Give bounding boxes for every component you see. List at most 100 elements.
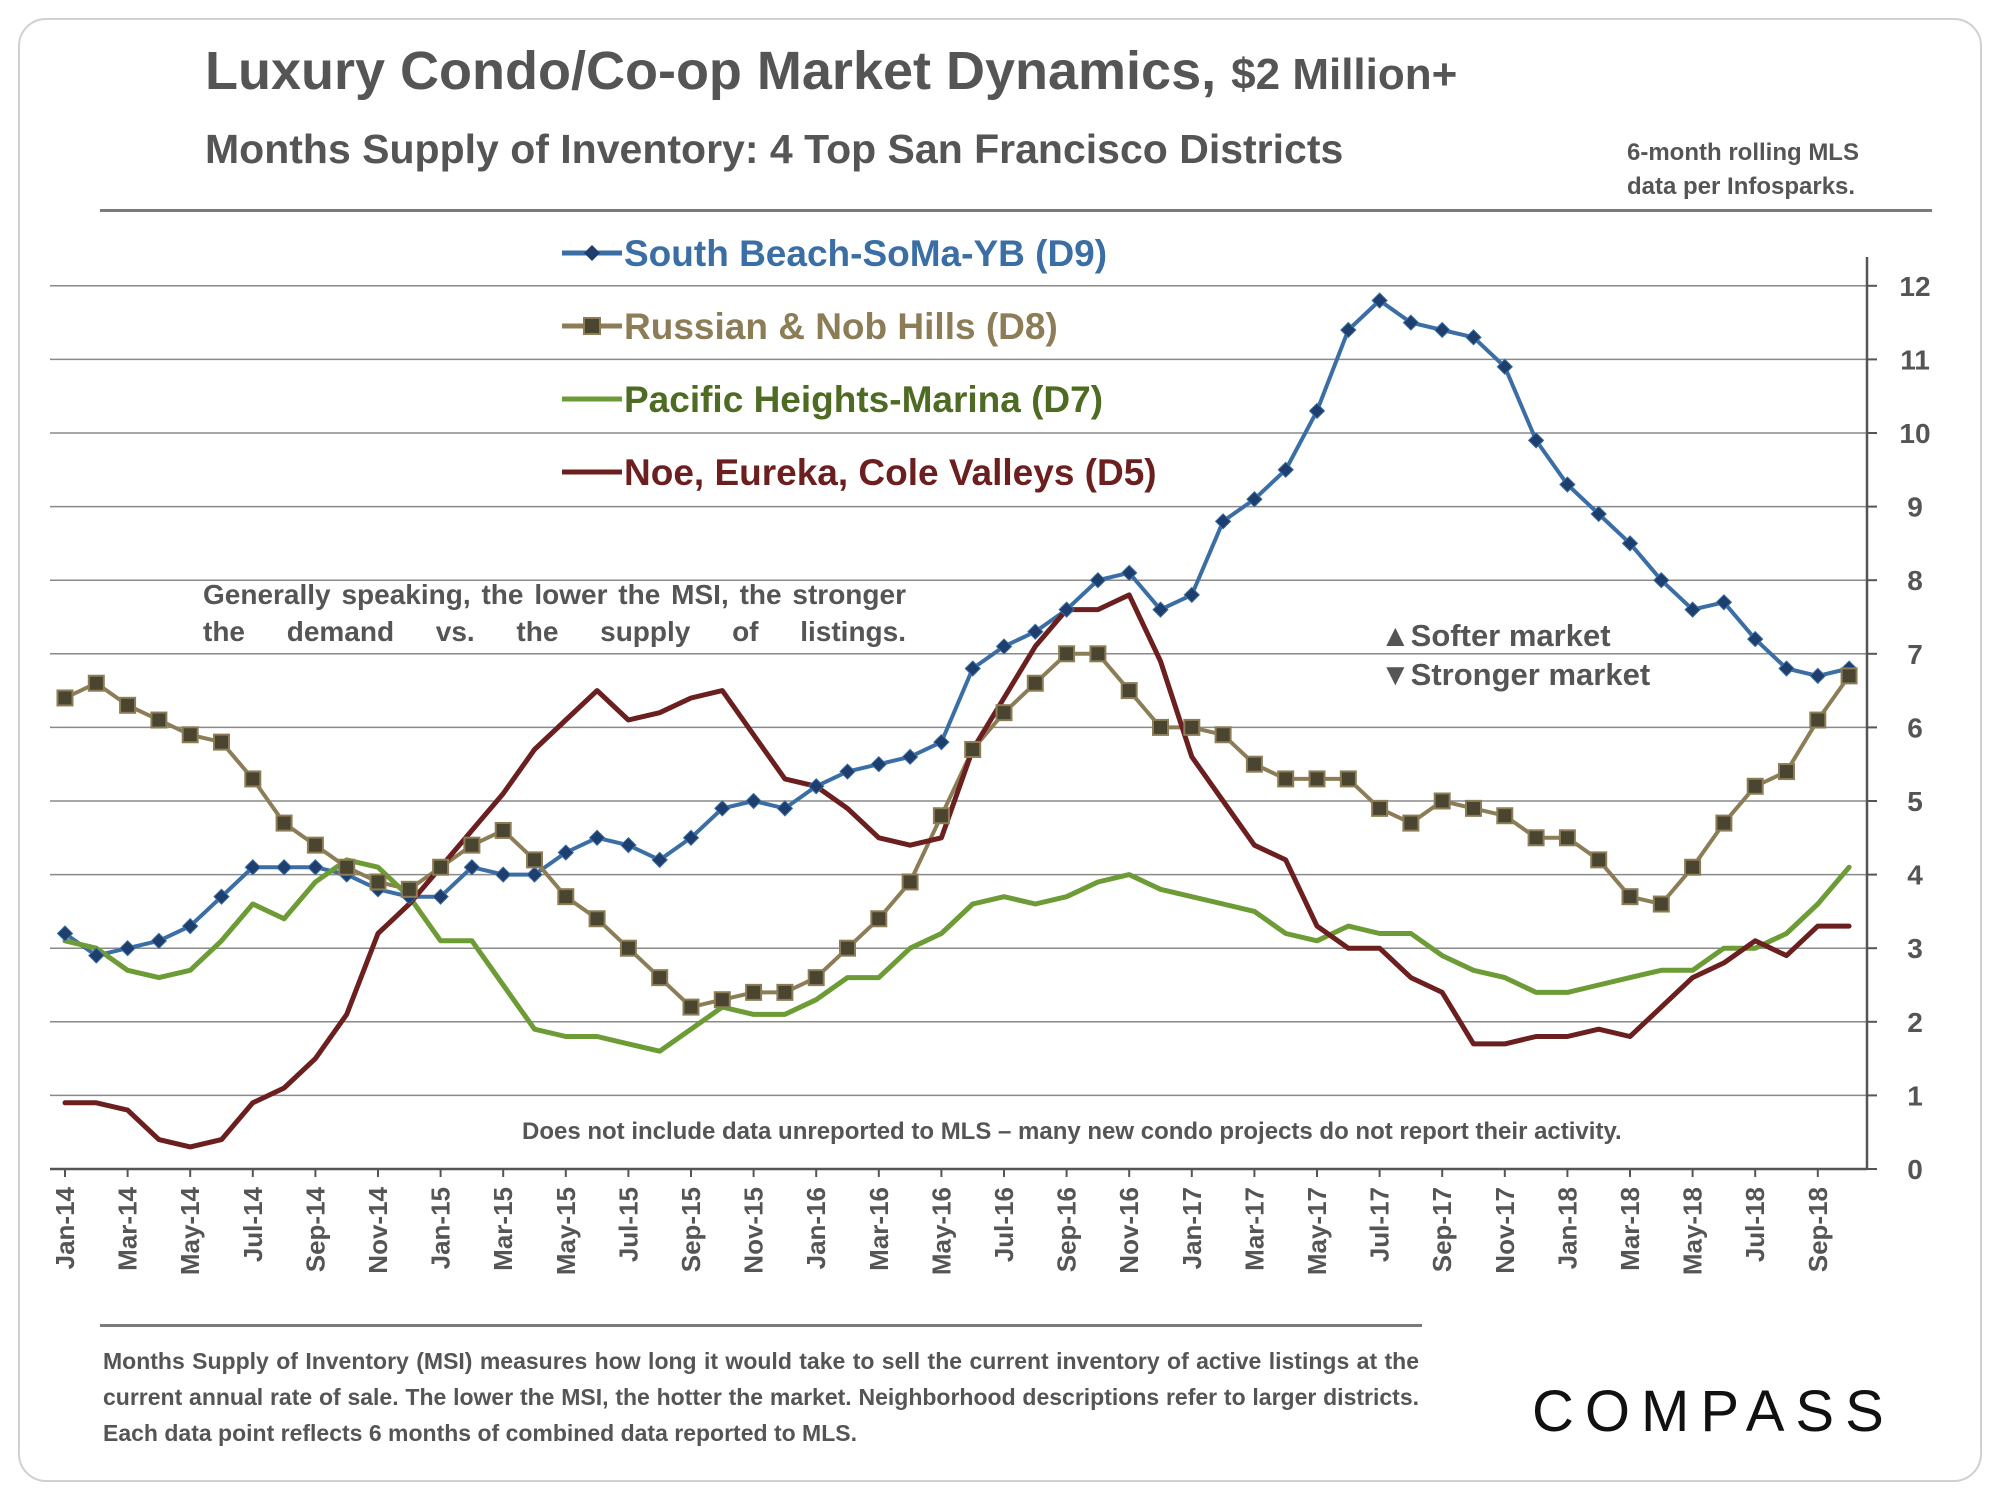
- point-d9-Sep-18: [1809, 667, 1827, 685]
- series-lines: [62, 298, 1852, 1150]
- point-d8-Jun-15: [588, 910, 606, 928]
- y-tick-label-5: 5: [1907, 786, 1923, 817]
- point-d8-Nov-17: [1496, 807, 1514, 825]
- point-d9-Aug-17: [1402, 314, 1420, 331]
- point-d8-Mar-18: [1621, 888, 1639, 906]
- point-d9-Feb-17: [1214, 513, 1232, 530]
- chart-subtitle: Months Supply of Inventory: 4 Top San Fr…: [205, 126, 1344, 172]
- point-d8-Feb-18: [1590, 851, 1608, 869]
- point-d9-Jul-18: [1746, 630, 1764, 648]
- point-d9-Dec-16: [1152, 601, 1169, 618]
- point-d9-May-15: [557, 844, 575, 861]
- point-d9-Oct-15: [714, 800, 731, 817]
- point-d9-Mar-18: [1621, 535, 1639, 552]
- point-d9-Jun-15: [588, 829, 606, 847]
- y-tick-label-3: 3: [1907, 933, 1923, 964]
- y-tick-label-10: 10: [1899, 418, 1930, 449]
- point-d9-Apr-18: [1653, 571, 1670, 589]
- point-d9-Jul-14: [244, 859, 262, 876]
- point-d9-Jan-17: [1183, 586, 1201, 604]
- point-d8-Apr-17: [1277, 770, 1295, 788]
- x-tick-label-Jan-15: Jan-15: [426, 1187, 456, 1269]
- legend-label-d7: Pacific Heights-Marina (D7): [624, 379, 1103, 420]
- annotation-mls-disclaimer: Does not include data unreported to MLS …: [522, 1118, 1622, 1145]
- point-d9-Jul-17: [1371, 292, 1388, 309]
- y-tick-label-0: 0: [1907, 1154, 1923, 1185]
- x-tick-label-Jul-17: Jul-17: [1365, 1187, 1395, 1262]
- point-d8-Jul-17: [1371, 799, 1389, 817]
- x-tick-label-Jul-14: Jul-14: [238, 1186, 268, 1262]
- point-d9-Jun-18: [1715, 594, 1733, 611]
- point-d9-Mar-16: [870, 755, 888, 773]
- x-tick-label-Jan-18: Jan-18: [1552, 1187, 1582, 1269]
- point-d9-Nov-17: [1496, 358, 1514, 375]
- point-d8-Dec-14: [400, 880, 418, 898]
- point-d8-Oct-18: [1840, 667, 1858, 685]
- x-tick-label-May-15: May-15: [551, 1187, 581, 1275]
- point-d9-May-17: [1308, 402, 1326, 420]
- y-tick-label-1: 1: [1907, 1080, 1923, 1111]
- legend: South Beach-SoMa-YB (D9) Russian & Nob Hi…: [562, 233, 1157, 493]
- point-d8-May-17: [1308, 770, 1326, 788]
- point-d8-Mar-14: [119, 696, 137, 714]
- x-tick-label-Sep-16: Sep-16: [1052, 1187, 1082, 1272]
- point-d8-Sep-18: [1809, 711, 1827, 729]
- y-tick-label-4: 4: [1907, 860, 1923, 891]
- footer-divider: [100, 1324, 1422, 1327]
- point-d9-Oct-17: [1465, 329, 1482, 346]
- point-d9-Mar-14: [119, 939, 136, 957]
- y-tick-label-6: 6: [1907, 712, 1923, 743]
- point-d9-Dec-15: [776, 800, 794, 817]
- point-d8-Mar-17: [1245, 755, 1263, 773]
- point-d9-Jun-14: [213, 888, 230, 905]
- point-d8-Aug-18: [1778, 763, 1795, 781]
- point-d9-Aug-16: [1027, 623, 1044, 640]
- point-d8-May-16: [932, 807, 950, 825]
- x-tick-label-Jul-16: Jul-16: [989, 1187, 1019, 1262]
- x-tick-label-May-16: May-16: [926, 1187, 956, 1275]
- legend-marker-d9: [584, 245, 600, 261]
- y-tick-label-9: 9: [1907, 492, 1923, 523]
- annotation-softer-market: ▲Softer market: [1380, 618, 1611, 653]
- annotation-general: Generally speaking, the lower the MSI, t…: [203, 579, 906, 647]
- y-tick-label-11: 11: [1900, 344, 1930, 375]
- series-line-d5: [62, 592, 1852, 1150]
- x-tick-label-Nov-14: Nov-14: [363, 1186, 393, 1273]
- point-d8-Oct-14: [338, 858, 356, 876]
- x-tick-label-May-14: May-14: [175, 1186, 205, 1275]
- x-tick-label-Jul-18: Jul-18: [1740, 1187, 1770, 1262]
- x-tick-label-Sep-17: Sep-17: [1427, 1187, 1457, 1272]
- point-d9-Jan-18: [1559, 476, 1576, 493]
- x-tick-label-Jan-17: Jan-17: [1177, 1187, 1207, 1269]
- x-tick-label-May-17: May-17: [1302, 1187, 1332, 1275]
- point-d9-Apr-14: [150, 932, 168, 950]
- point-d8-Jun-17: [1339, 770, 1357, 788]
- point-d8-Feb-16: [839, 939, 856, 957]
- x-tick-label-Mar-15: Mar-15: [488, 1187, 518, 1271]
- point-d8-Apr-14: [150, 711, 168, 729]
- point-d9-May-18: [1684, 601, 1701, 618]
- chart-frame: [18, 18, 1982, 1482]
- point-d8-Jul-18: [1746, 777, 1764, 795]
- point-d8-Apr-15: [526, 851, 543, 869]
- x-tick-label-Nov-17: Nov-17: [1490, 1187, 1520, 1274]
- x-tick-label-Sep-14: Sep-14: [300, 1186, 330, 1272]
- point-d9-Feb-16: [839, 763, 856, 780]
- point-d8-Jun-14: [213, 733, 230, 751]
- point-d9-Sep-15: [682, 829, 700, 847]
- gridlines: [50, 285, 1867, 1097]
- point-d8-May-14: [181, 726, 199, 744]
- x-tick-label-Jul-15: Jul-15: [613, 1187, 643, 1262]
- point-d9-Jun-16: [964, 660, 981, 677]
- point-d8-Jan-17: [1183, 718, 1201, 736]
- point-d8-Aug-16: [1026, 674, 1044, 692]
- legend-label-d5: Noe, Eureka, Cole Valleys (D5): [624, 452, 1157, 493]
- x-tick-label-Jan-16: Jan-16: [801, 1187, 831, 1269]
- x-tick-label-Sep-18: Sep-18: [1803, 1187, 1833, 1272]
- footnote: Months Supply of Inventory (MSI) measure…: [103, 1348, 1419, 1446]
- point-d8-Jan-14: [56, 689, 74, 707]
- point-d8-Dec-16: [1152, 718, 1169, 736]
- x-tick-label-Jan-14: Jan-14: [50, 1186, 80, 1269]
- point-d8-Oct-16: [1089, 645, 1107, 663]
